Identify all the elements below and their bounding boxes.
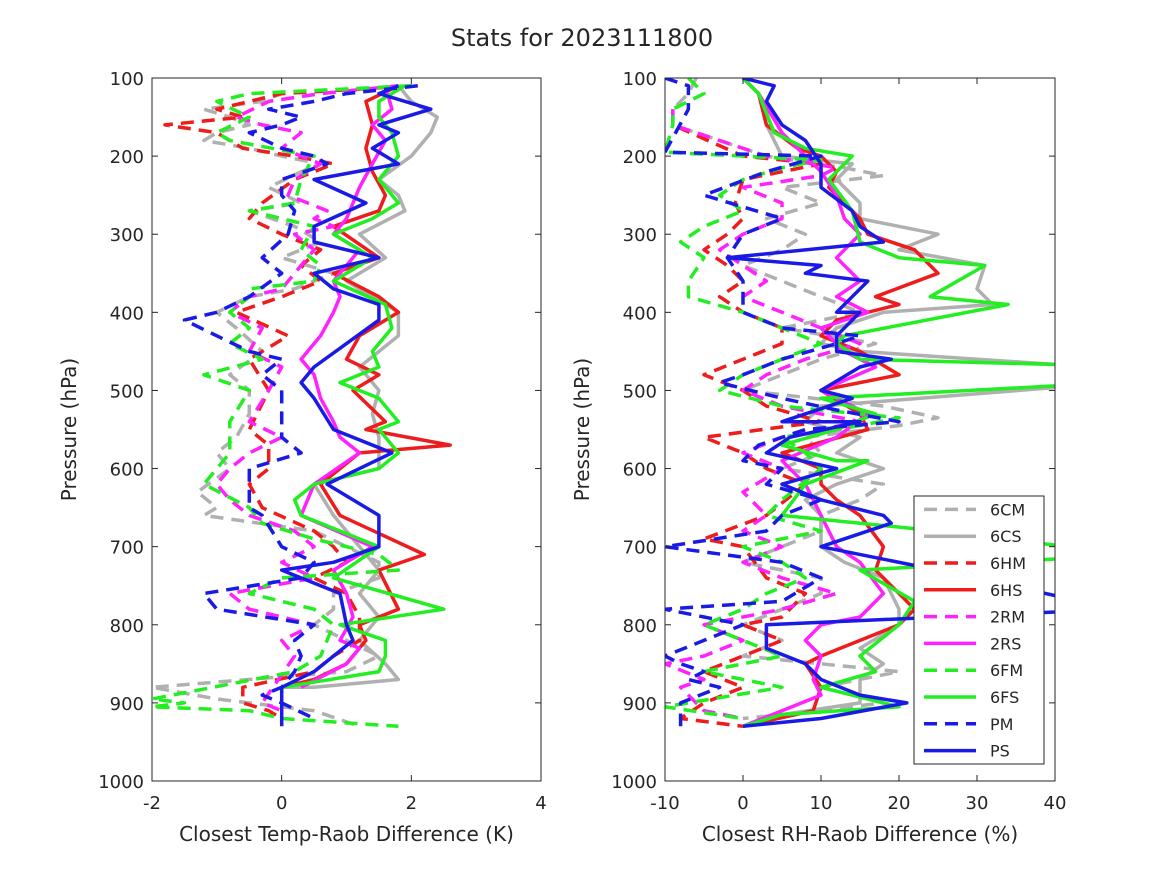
legend-label-ps: PS <box>990 742 1010 761</box>
temp-ytick-label: 100 <box>110 69 144 90</box>
rh-ytick-label: 1000 <box>611 772 657 793</box>
rh-ytick-label: 700 <box>623 538 657 559</box>
temp-series-6cs <box>281 84 440 690</box>
rh-ytick-label: 400 <box>623 303 657 324</box>
legend-box <box>913 495 1045 765</box>
rh-xtick-label: 20 <box>888 793 911 814</box>
legend-label-2rs: 2RS <box>990 634 1021 653</box>
rh-xaxis-label: Closest RH-Raob Difference (%) <box>702 822 1018 846</box>
temp-ytick-label: 500 <box>110 381 144 402</box>
temp-yaxis-label: Pressure (hPa) <box>57 358 81 501</box>
rh-xtick-label: 40 <box>1044 793 1067 814</box>
temp-series-6fm <box>152 84 412 729</box>
legend-label-6cm: 6CM <box>990 500 1025 519</box>
temp-xtick-label: 2 <box>406 793 417 814</box>
rh-ytick-label: 100 <box>623 69 657 90</box>
temp-ytick-label: 800 <box>110 616 144 637</box>
temp-ytick-label: 600 <box>110 460 144 481</box>
rh-ytick-label: 800 <box>623 616 657 637</box>
rh-ytick-label: 600 <box>623 460 657 481</box>
temp-axes-frame <box>151 77 542 782</box>
legend-label-6fm: 6FM <box>990 661 1023 680</box>
rh-axes-frame <box>664 77 1056 782</box>
legend-label-pm: PM <box>990 715 1013 734</box>
legend-label-6cs: 6CS <box>990 527 1022 546</box>
temp-series-6hs <box>281 84 452 690</box>
rh-series-6hm <box>671 109 823 729</box>
temp-xaxis-label: Closest Temp-Raob Difference (K) <box>179 822 514 846</box>
temp-ytick-label: 400 <box>110 303 144 324</box>
temp-xtick-label: 4 <box>535 793 546 814</box>
chart-title: Stats for 2023111800 <box>451 24 713 52</box>
temp-series-6fs <box>281 84 446 690</box>
temp-ytick-label: 200 <box>110 147 144 168</box>
rh-yaxis-label: Pressure (hPa) <box>570 358 594 501</box>
temp-series-group <box>152 84 452 729</box>
temp-ytick-label: 300 <box>110 225 144 246</box>
rh-ytick-label: 200 <box>623 147 657 168</box>
legend-label-6fs: 6FS <box>990 688 1019 707</box>
rh-xtick-label: -10 <box>650 793 679 814</box>
temp-series-2rs <box>299 85 394 689</box>
legend-label-6hm: 6HM <box>990 554 1026 573</box>
rh-series-6cm <box>671 78 940 721</box>
temp-series-pm <box>182 84 418 721</box>
rh-series-group <box>665 78 1055 729</box>
temp-panel: -2 0 2 4 100 200 300 400 500 600 700 800 900 1000 Clos… <box>57 69 547 846</box>
rh-series-6fs <box>741 78 1055 728</box>
temp-ytick-label: 700 <box>110 538 144 559</box>
rh-ytick-label: 500 <box>623 381 657 402</box>
rh-series-2rm <box>665 109 862 721</box>
temp-series-ps <box>279 84 433 727</box>
rh-series-6fm <box>665 78 901 721</box>
rh-xtick-label: 10 <box>810 793 833 814</box>
rh-ytick-label: 900 <box>623 694 657 715</box>
legend-label-6hs: 6HS <box>990 581 1022 600</box>
rh-xtick-label: 30 <box>966 793 989 814</box>
temp-ytick-label: 900 <box>110 694 144 715</box>
rh-xtick-label: 0 <box>737 793 748 814</box>
legend: 6CM 6CS 6HM 6HS 2RM 2RS 6FM 6FS PM PS <box>913 495 1045 765</box>
temp-ytick-label: 1000 <box>98 772 144 793</box>
temp-xtick-label: 0 <box>276 793 287 814</box>
legend-label-2rm: 2RM <box>990 608 1025 627</box>
rh-series-pm <box>665 78 901 727</box>
rh-ytick-label: 300 <box>623 225 657 246</box>
temp-xtick-label: -2 <box>143 793 161 814</box>
rh-series-ps <box>725 78 1055 729</box>
